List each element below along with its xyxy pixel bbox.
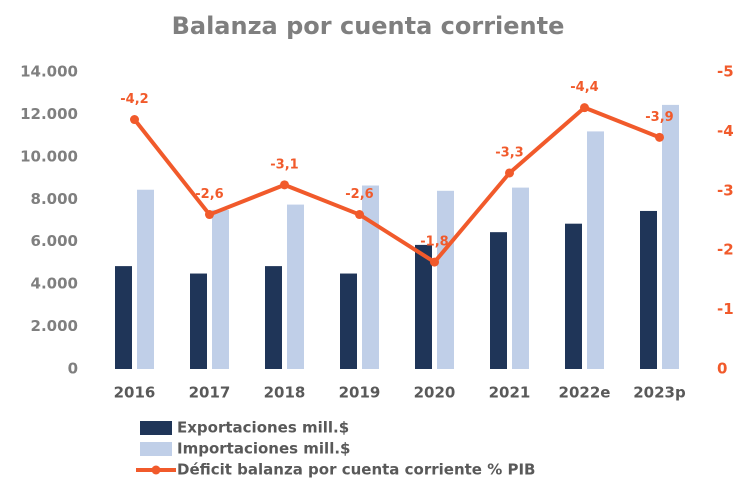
line-marker <box>280 180 289 190</box>
y-tick-label: 10.000 <box>20 147 78 165</box>
bar <box>212 209 229 369</box>
bar <box>265 266 282 369</box>
data-label: -2,6 <box>195 187 223 202</box>
line <box>132 105 661 265</box>
line-marker <box>655 132 664 142</box>
line-marker <box>430 257 439 267</box>
bar <box>340 273 357 369</box>
y-tick-label: 12.000 <box>20 105 78 123</box>
line-marker <box>130 115 139 125</box>
line-marker <box>205 210 214 220</box>
data-label: -3,3 <box>495 145 523 160</box>
legend-label: Exportaciones mill.$ <box>177 419 349 437</box>
bar <box>137 189 154 369</box>
y2-tick-label: 0 <box>717 360 727 378</box>
line-marker <box>505 168 514 178</box>
bar <box>115 266 132 369</box>
y2-tick-label: -3 <box>717 181 734 199</box>
y-tick-label: 6.000 <box>31 232 78 250</box>
legend-label: Déficit balanza por cuenta corriente % P… <box>177 461 535 479</box>
legend-swatch <box>140 442 172 456</box>
y2-tick-label: -4 <box>717 122 734 140</box>
bar <box>587 131 604 369</box>
x-tick-label: 2020 <box>414 384 456 402</box>
legend-label: Importaciones mill.$ <box>177 440 350 458</box>
bar <box>362 185 379 369</box>
bar <box>512 187 529 369</box>
chart-title: Balanza por cuenta corriente <box>172 12 565 40</box>
x-tick-label: 2021 <box>489 384 531 402</box>
y2-tick-label: -1 <box>717 300 734 318</box>
data-label: -3,9 <box>645 110 673 125</box>
bar <box>490 232 507 369</box>
bar <box>565 223 582 369</box>
data-label: -4,2 <box>120 92 148 107</box>
bar <box>662 104 679 369</box>
bar <box>437 190 454 369</box>
y-tick-label: 14.000 <box>20 63 78 81</box>
legend-marker <box>151 465 161 475</box>
y2-tick-label: -2 <box>717 241 734 259</box>
bar <box>415 244 432 369</box>
bar <box>287 204 304 369</box>
x-tick-label: 2023p <box>633 384 686 402</box>
x-tick-label: 2019 <box>339 384 381 402</box>
x-tick-label: 2017 <box>189 384 231 402</box>
x-tick-label: 2016 <box>114 384 156 402</box>
data-label: -3,1 <box>270 157 298 172</box>
line-marker <box>355 210 364 220</box>
data-label: -4,4 <box>570 80 598 95</box>
data-label: -2,6 <box>345 187 373 202</box>
data-label: -1,8 <box>420 235 448 250</box>
y2-tick-label: -5 <box>717 63 734 81</box>
x-tick-label: 2022e <box>559 384 611 402</box>
line-marker <box>580 103 589 113</box>
bar <box>640 210 657 369</box>
y-tick-label: 2.000 <box>31 317 78 335</box>
bar <box>190 273 207 369</box>
y-tick-label: 8.000 <box>31 190 78 208</box>
x-tick-label: 2018 <box>264 384 306 402</box>
legend-swatch <box>140 421 172 435</box>
y-tick-label: 4.000 <box>31 275 78 293</box>
y-tick-label: 0 <box>68 360 78 378</box>
